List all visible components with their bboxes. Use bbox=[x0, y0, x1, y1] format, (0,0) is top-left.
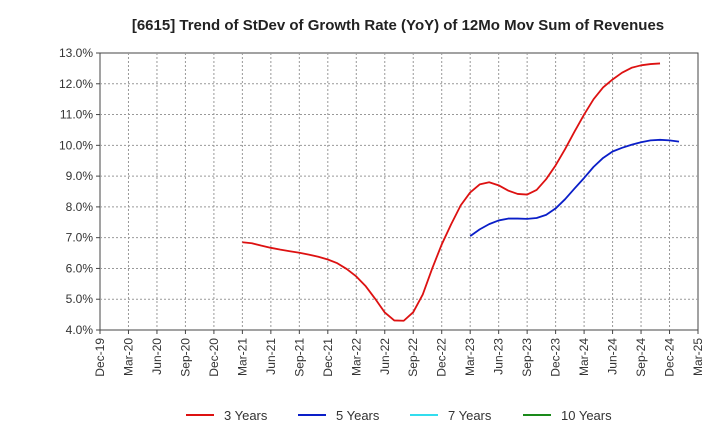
x-tick-label: Jun-22 bbox=[378, 338, 392, 375]
x-tick-label: Mar-21 bbox=[235, 338, 249, 376]
x-tick-label: Mar-20 bbox=[121, 338, 135, 376]
y-tick-label: 12.0% bbox=[59, 77, 93, 91]
x-tick-label: Sep-20 bbox=[178, 338, 192, 377]
legend: 3 Years 5 Years 7 Years 10 Years bbox=[186, 408, 612, 423]
x-tick-label: Sep-21 bbox=[292, 338, 306, 377]
y-tick-label: 11.0% bbox=[60, 108, 93, 122]
x-tick-label: Mar-25 bbox=[691, 338, 705, 376]
series-line-3-years bbox=[242, 62, 661, 322]
y-tick-label: 5.0% bbox=[66, 292, 94, 306]
x-axis: Dec-19 Mar-20 Jun-20 Sep-20 Dec-20 Mar-21 Jun-… bbox=[93, 330, 705, 377]
legend-label-5-years: 5 Years bbox=[336, 408, 380, 423]
x-tick-label: Sep-24 bbox=[634, 338, 648, 377]
y-tick-label: 13.0% bbox=[59, 46, 93, 60]
x-tick-label: Dec-22 bbox=[435, 338, 449, 377]
y-tick-label: 9.0% bbox=[66, 169, 94, 183]
x-tick-label: Jun-23 bbox=[492, 338, 506, 375]
plot-frame bbox=[99, 52, 699, 331]
x-tick-label: Dec-21 bbox=[321, 338, 335, 377]
series-line-5-years bbox=[469, 138, 680, 237]
series-lines bbox=[242, 62, 680, 322]
y-tick-label: 8.0% bbox=[66, 200, 94, 214]
y-tick-label: 6.0% bbox=[66, 261, 94, 275]
x-tick-label: Sep-23 bbox=[520, 338, 534, 377]
x-tick-label: Dec-23 bbox=[549, 338, 563, 377]
x-tick-label: Dec-24 bbox=[663, 338, 677, 377]
x-tick-label: Jun-20 bbox=[150, 338, 164, 375]
x-tick-label: Mar-22 bbox=[349, 338, 363, 376]
y-axis: 4.0% 5.0% 6.0% 7.0% 8.0% 9.0% 10.0% 11.0% 12.0% 1… bbox=[59, 46, 100, 337]
x-tick-label: Sep-22 bbox=[406, 338, 420, 377]
x-tick-label: Jun-21 bbox=[264, 338, 278, 375]
legend-label-7-years: 7 Years bbox=[448, 408, 492, 423]
y-tick-label: 7.0% bbox=[66, 231, 94, 245]
x-tick-label: Mar-23 bbox=[463, 338, 477, 376]
x-tick-label: Mar-24 bbox=[577, 338, 591, 376]
legend-label-3-years: 3 Years bbox=[224, 408, 268, 423]
x-tick-label: Jun-24 bbox=[606, 338, 620, 375]
y-tick-label: 10.0% bbox=[59, 138, 93, 152]
chart-title: [6615] Trend of StDev of Growth Rate (Yo… bbox=[132, 17, 664, 34]
x-tick-label: Dec-19 bbox=[93, 338, 107, 377]
legend-label-10-years: 10 Years bbox=[561, 408, 612, 423]
y-tick-label: 4.0% bbox=[66, 323, 94, 337]
plot-area bbox=[99, 52, 699, 331]
x-tick-label: Dec-20 bbox=[207, 338, 221, 377]
